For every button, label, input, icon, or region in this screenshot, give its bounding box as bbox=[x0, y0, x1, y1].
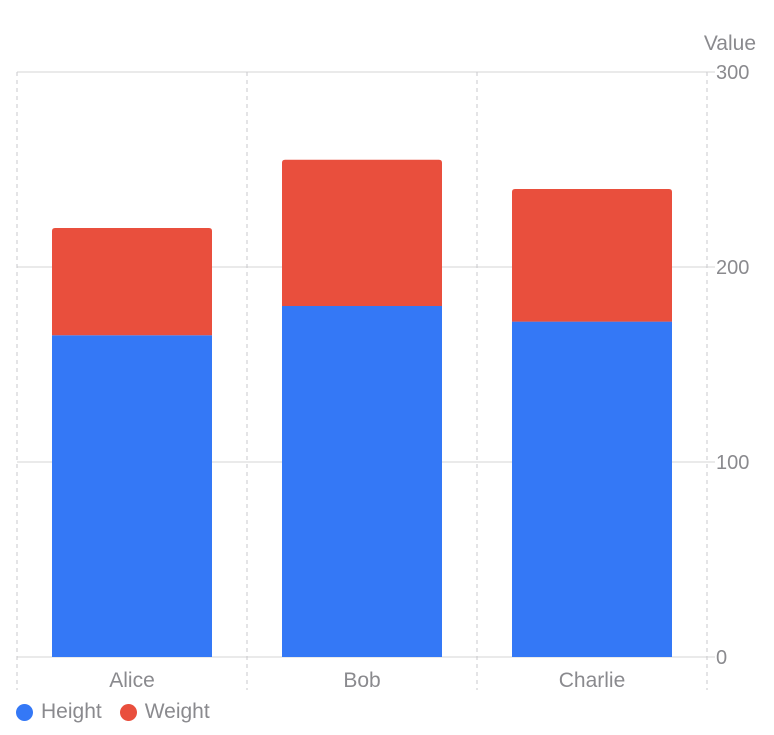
y-tick-label: 300 bbox=[716, 62, 749, 84]
bar-segment-height-alice bbox=[52, 335, 212, 657]
bar-segment-height-bob bbox=[282, 306, 442, 657]
legend-swatch-weight bbox=[119, 703, 137, 721]
axes: 0 100 200 300 Alice Bob Charlie bbox=[109, 62, 749, 692]
y-tick-label: 0 bbox=[716, 647, 727, 669]
bars bbox=[52, 159, 672, 657]
x-tick-label-alice: Alice bbox=[109, 669, 155, 692]
bar-segment-height-charlie bbox=[512, 321, 672, 657]
y-tick-label: 100 bbox=[716, 452, 749, 474]
x-tick-label-bob: Bob bbox=[343, 669, 380, 692]
legend-label-height: Height bbox=[41, 700, 102, 723]
legend-item-weight: Weight bbox=[119, 700, 210, 724]
x-tick-label-charlie: Charlie bbox=[559, 669, 626, 692]
legend: Height Weight bbox=[16, 700, 210, 724]
bar-segment-weight-alice bbox=[52, 228, 212, 336]
bar-segment-weight-bob bbox=[282, 159, 442, 306]
legend-label-weight: Weight bbox=[144, 700, 210, 723]
legend-swatch-height bbox=[16, 703, 33, 721]
legend-item-height: Height bbox=[16, 700, 102, 724]
y-axis-title: Value bbox=[704, 32, 756, 55]
bar-segment-weight-charlie bbox=[512, 189, 672, 322]
y-tick-label: 200 bbox=[716, 257, 749, 279]
